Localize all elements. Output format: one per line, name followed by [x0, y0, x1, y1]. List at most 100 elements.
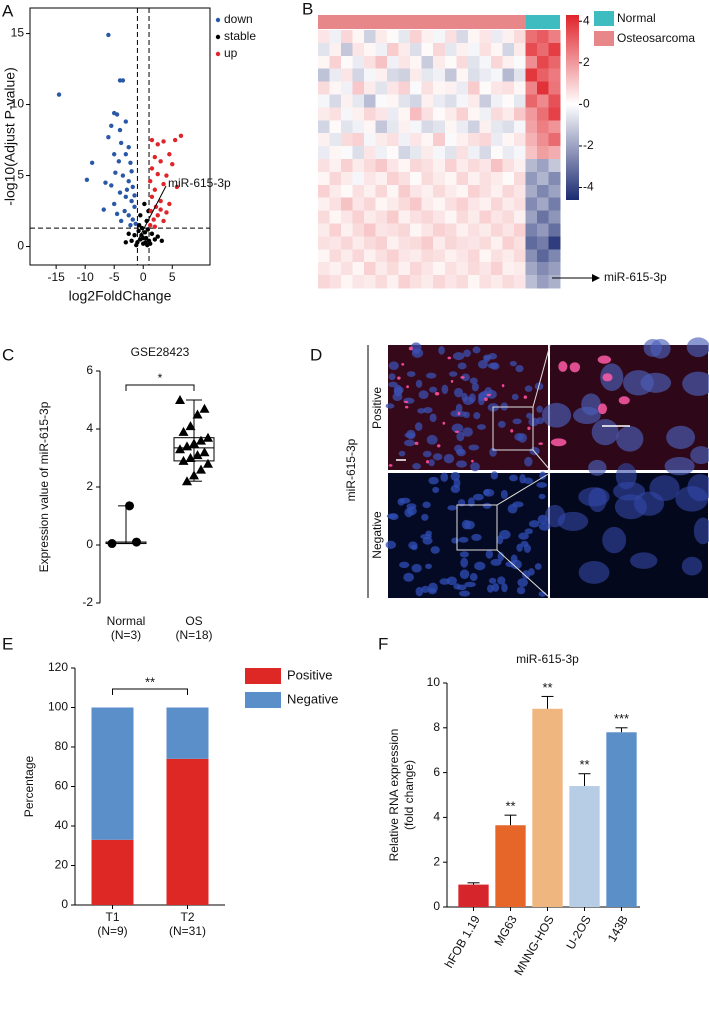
zoom-box [456, 504, 498, 551]
heatmap-cell [479, 249, 492, 263]
cell [484, 397, 488, 402]
point [149, 137, 155, 143]
cell [443, 453, 455, 464]
x-tick-label: -5 [109, 270, 120, 284]
point [118, 218, 124, 224]
annotation: miR-615-3p [168, 176, 231, 190]
heatmap-cell [398, 120, 411, 134]
heatmap-cell [410, 107, 423, 121]
heatmap-cell [421, 275, 434, 289]
cell [432, 453, 443, 461]
heatmap-cell [525, 184, 538, 199]
cell [541, 402, 572, 428]
cell [485, 549, 494, 559]
cell [534, 563, 542, 570]
point [120, 173, 126, 178]
cell [539, 471, 547, 480]
heatmap-cell [410, 236, 423, 250]
heatmap-cell [318, 262, 330, 276]
heatmap-cell [444, 197, 457, 211]
x-tick-label: Normal [107, 614, 146, 628]
cell [524, 456, 533, 467]
heatmap-cell [329, 94, 342, 108]
cell [523, 395, 527, 399]
y-tick-label: 40 [55, 818, 69, 832]
heatmap-cell [433, 171, 446, 186]
heatmap-cell [467, 197, 480, 211]
point [178, 455, 189, 465]
point [132, 537, 141, 547]
heatmap-cell [536, 107, 549, 121]
heatmap-cell [467, 42, 480, 57]
heatmap-cell [398, 68, 411, 82]
heatmap-cell [421, 30, 434, 44]
heatmap-cell [502, 197, 515, 211]
cell [578, 561, 610, 584]
point [130, 184, 135, 190]
heatmap-cell [536, 236, 549, 250]
point [192, 409, 203, 419]
cell [398, 450, 406, 457]
cell [474, 561, 486, 571]
cell [518, 532, 529, 540]
point [185, 421, 196, 431]
heatmap-cell [479, 107, 492, 121]
heatmap-cell [490, 223, 503, 237]
y-tick-label: 10 [11, 97, 25, 111]
panel-letter: E [2, 634, 13, 653]
heatmap-cell [364, 107, 377, 121]
cell [471, 459, 474, 463]
heatmap-cell [341, 94, 353, 108]
heatmap-cell [398, 197, 411, 211]
point [164, 173, 169, 178]
heatmap-cell [444, 30, 457, 44]
point [136, 228, 141, 234]
heatmap-cell [421, 55, 434, 70]
point [89, 160, 95, 165]
point [116, 159, 122, 164]
cell [388, 381, 398, 388]
point [84, 177, 90, 183]
heatmap-cell [329, 120, 342, 134]
point [182, 476, 192, 486]
heatmap-cell [375, 236, 388, 250]
x-tick-label: 0 [140, 270, 147, 284]
heatmap-cell [467, 146, 480, 160]
heatmap-cell [341, 275, 353, 289]
heatmap-cell [490, 159, 503, 173]
cell [544, 504, 566, 528]
cell [425, 563, 432, 570]
bar [569, 786, 600, 907]
bar-segment [166, 707, 209, 759]
heatmap-cell [352, 146, 365, 160]
heatmap-cell [387, 146, 400, 160]
cell [462, 427, 473, 437]
heatmap-cell [490, 133, 503, 147]
heatmap-cell [444, 146, 457, 160]
heatmap-cell [387, 107, 400, 121]
heatmap-cell [387, 210, 400, 224]
heatmap-cell [364, 249, 377, 263]
cell [455, 411, 467, 417]
heatmap-cell [513, 42, 526, 57]
heatmap-cell [433, 81, 446, 95]
heatmap-cell [536, 94, 549, 108]
cell [557, 511, 589, 531]
y-tick-label: 0 [86, 537, 93, 551]
cell [538, 493, 546, 500]
heatmap-cell [433, 184, 446, 199]
heatmap-cell [444, 68, 457, 82]
y-tick-label: 120 [48, 660, 68, 674]
cell [630, 552, 658, 569]
heatmap-cell [375, 262, 388, 276]
heatmap-cell [398, 171, 411, 186]
heatmap-cell [467, 275, 480, 289]
cell [411, 563, 422, 573]
point [155, 142, 160, 147]
cell [491, 583, 500, 592]
heatmap-cell [410, 275, 423, 289]
cell [591, 419, 619, 446]
heatmap-cell [398, 107, 411, 121]
